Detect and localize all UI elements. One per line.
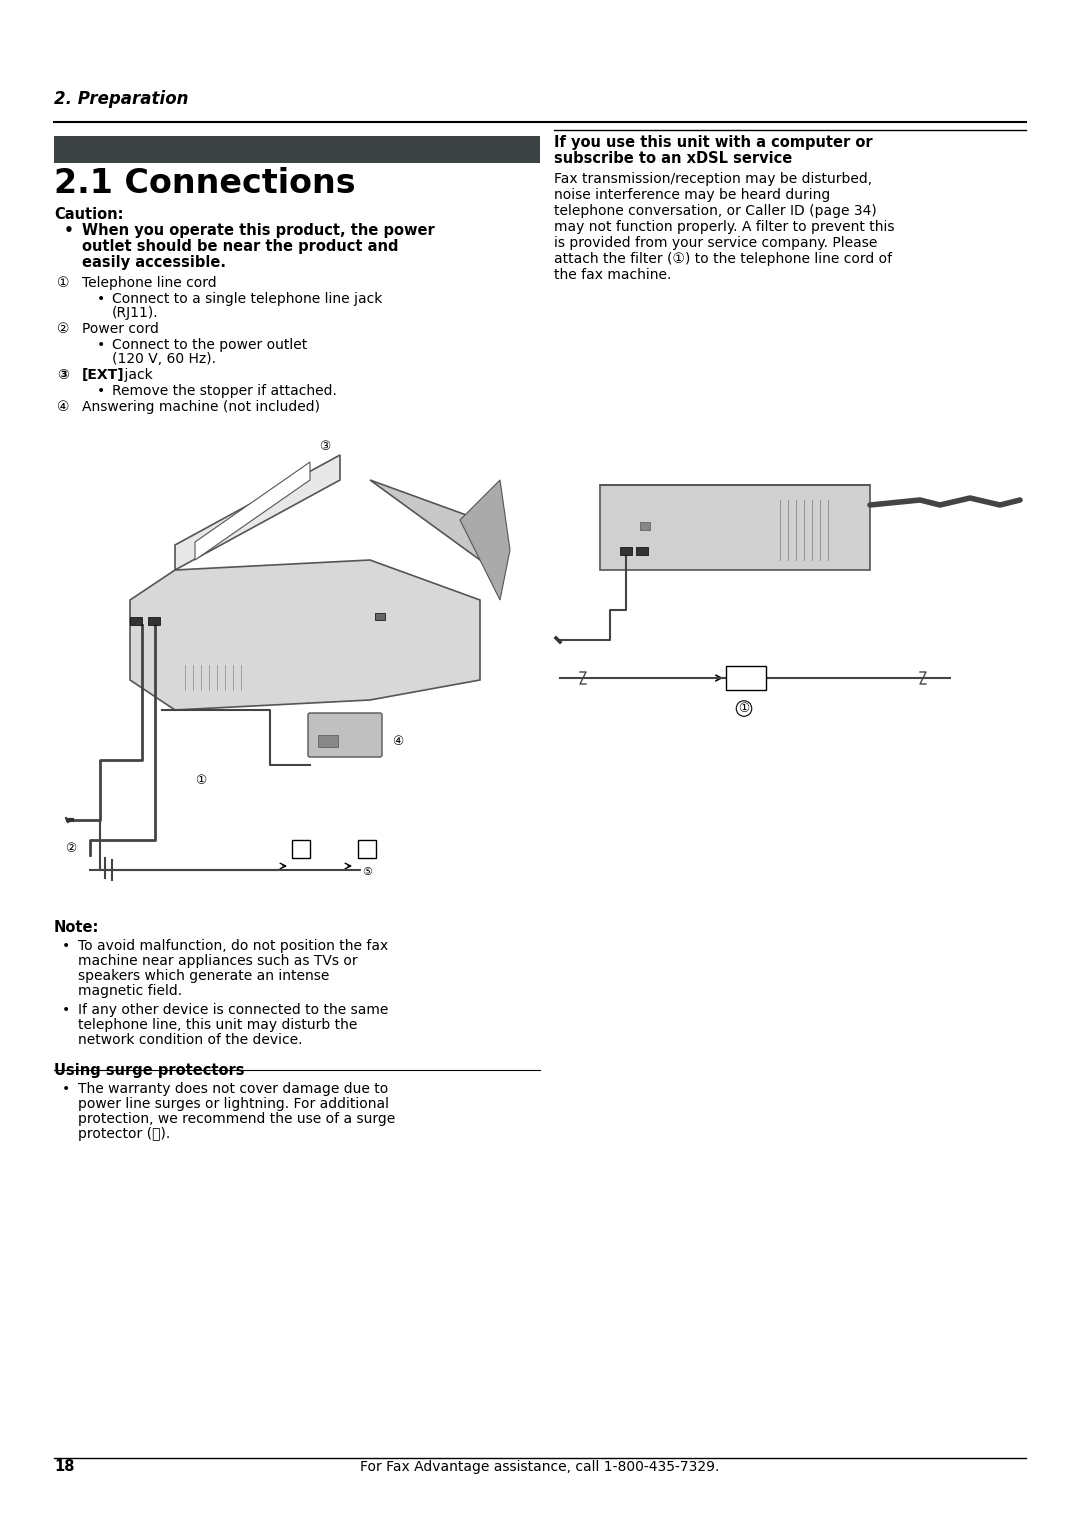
Text: telephone line, this unit may disturb the: telephone line, this unit may disturb th… (78, 1018, 357, 1031)
Text: the fax machine.: the fax machine. (554, 267, 672, 283)
Bar (130, 617, 141, 625)
Bar (620, 547, 632, 555)
Text: machine near appliances such as TVs or: machine near appliances such as TVs or (78, 953, 357, 969)
Bar (318, 735, 338, 747)
Text: easily accessible.: easily accessible. (82, 255, 226, 270)
Text: (120 V, 60 Hz).: (120 V, 60 Hz). (112, 351, 216, 367)
Text: power line surges or lightning. For additional: power line surges or lightning. For addi… (78, 1097, 389, 1111)
Bar (292, 840, 310, 859)
Text: •: • (62, 1082, 70, 1096)
Text: protector (ⓤ).: protector (ⓤ). (78, 1128, 171, 1141)
Text: [EXT]: [EXT] (82, 368, 124, 382)
Text: speakers which generate an intense: speakers which generate an intense (78, 969, 329, 983)
Text: •: • (62, 940, 70, 953)
Text: ①: ① (739, 701, 750, 715)
Bar (375, 613, 384, 620)
Text: Answering machine (not included): Answering machine (not included) (82, 400, 320, 414)
Text: subscribe to an xDSL service: subscribe to an xDSL service (554, 151, 793, 167)
Text: To avoid malfunction, do not position the fax: To avoid malfunction, do not position th… (78, 940, 388, 953)
Text: jack: jack (120, 368, 152, 382)
Text: ③: ③ (57, 368, 69, 382)
Text: ②: ② (57, 322, 69, 336)
Text: protection, we recommend the use of a surge: protection, we recommend the use of a su… (78, 1112, 395, 1126)
Text: noise interference may be heard during: noise interference may be heard during (554, 188, 831, 202)
Text: Power cord: Power cord (82, 322, 159, 336)
Bar (148, 617, 160, 625)
Text: •: • (97, 292, 105, 306)
Polygon shape (460, 480, 510, 601)
Text: Using surge protectors: Using surge protectors (54, 1063, 244, 1077)
Text: Fax transmission/reception may be disturbed,: Fax transmission/reception may be distur… (554, 173, 873, 186)
Bar (357, 840, 376, 859)
Text: (RJ11).: (RJ11). (112, 306, 159, 319)
Bar (726, 666, 766, 691)
Text: Connect to a single telephone line jack: Connect to a single telephone line jack (112, 292, 382, 306)
Polygon shape (370, 480, 480, 559)
Text: Caution:: Caution: (54, 206, 123, 222)
FancyBboxPatch shape (308, 714, 382, 756)
Polygon shape (600, 484, 870, 570)
Text: ④: ④ (392, 735, 403, 749)
Text: telephone conversation, or Caller ID (page 34): telephone conversation, or Caller ID (pa… (554, 205, 877, 219)
Text: Note:: Note: (54, 920, 99, 935)
Text: ②: ② (65, 842, 77, 856)
Polygon shape (195, 461, 310, 559)
Polygon shape (175, 455, 340, 570)
Bar (640, 523, 650, 530)
Text: When you operate this product, the power: When you operate this product, the power (82, 223, 435, 238)
Text: Remove the stopper if attached.: Remove the stopper if attached. (112, 384, 337, 397)
Text: ③: ③ (320, 440, 330, 452)
Text: Connect to the power outlet: Connect to the power outlet (112, 338, 307, 351)
Text: •: • (97, 338, 105, 351)
Polygon shape (130, 559, 480, 711)
Text: outlet should be near the product and: outlet should be near the product and (82, 238, 399, 254)
Text: ①: ① (195, 775, 206, 787)
Text: may not function properly. A filter to prevent this: may not function properly. A filter to p… (554, 220, 894, 234)
Text: network condition of the device.: network condition of the device. (78, 1033, 302, 1047)
Text: 2.1 Connections: 2.1 Connections (54, 167, 355, 200)
Text: is provided from your service company. Please: is provided from your service company. P… (554, 235, 877, 251)
Text: magnetic field.: magnetic field. (78, 984, 183, 998)
Bar (54, 136, 540, 163)
Text: •: • (62, 1002, 70, 1018)
Text: 18: 18 (54, 1459, 75, 1475)
Text: ④: ④ (57, 400, 69, 414)
Text: For Fax Advantage assistance, call 1-800-435-7329.: For Fax Advantage assistance, call 1-800… (361, 1459, 719, 1475)
Text: attach the filter (①) to the telephone line cord of: attach the filter (①) to the telephone l… (554, 252, 892, 266)
Text: •: • (97, 384, 105, 397)
Bar (636, 547, 648, 555)
Text: If you use this unit with a computer or: If you use this unit with a computer or (554, 134, 873, 150)
Text: ⑤: ⑤ (362, 866, 372, 877)
Text: •: • (64, 223, 73, 238)
Text: The warranty does not cover damage due to: The warranty does not cover damage due t… (78, 1082, 388, 1096)
Text: Telephone line cord: Telephone line cord (82, 277, 217, 290)
Text: If any other device is connected to the same: If any other device is connected to the … (78, 1002, 389, 1018)
Text: 2. Preparation: 2. Preparation (54, 90, 189, 108)
Text: ①: ① (57, 277, 69, 290)
